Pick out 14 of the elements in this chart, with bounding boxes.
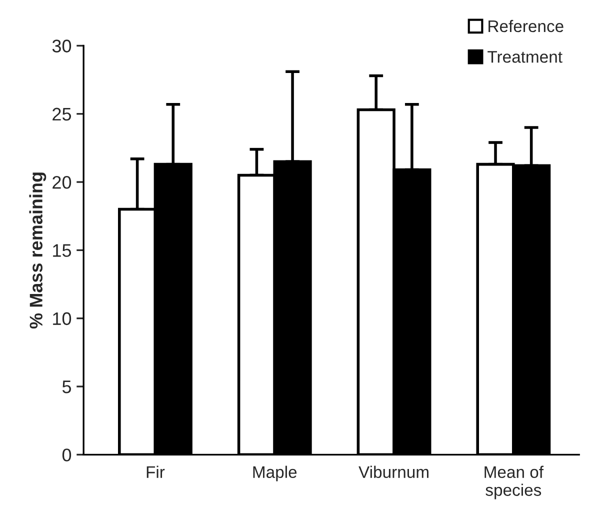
y-tick-label: 15 <box>53 244 72 257</box>
x-tick-label: Fir <box>146 466 165 478</box>
y-axis-title: % Mass remaining <box>29 172 46 329</box>
y-tick-label: 0 <box>62 448 72 462</box>
y-tick-label: 20 <box>52 176 72 189</box>
y-tick-label: 5 <box>62 380 72 394</box>
y-tick-label: 10 <box>53 312 72 326</box>
y-tick-label: 25 <box>52 108 72 121</box>
legend-label: Reference <box>488 20 564 32</box>
y-tick-label: 30 <box>52 40 72 52</box>
x-tick-label: Maple <box>253 466 297 482</box>
legend-label: Treatment <box>488 51 562 63</box>
x-tick-label: Viburnum <box>358 466 428 478</box>
x-tick-label: Mean of species <box>484 466 544 500</box>
